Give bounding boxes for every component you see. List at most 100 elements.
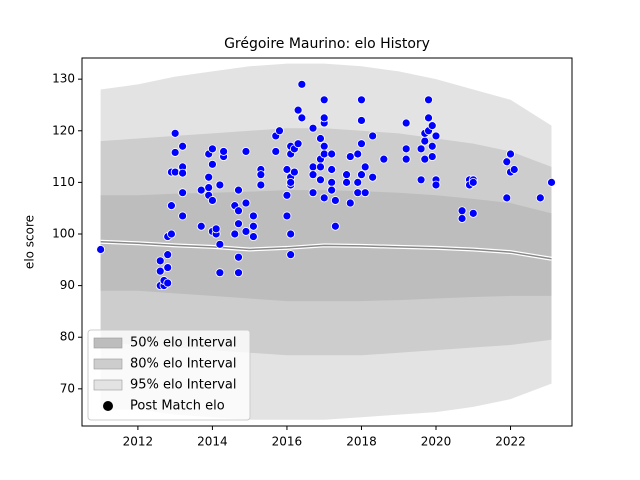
data-point [330, 196, 340, 205]
plot-frame [81, 57, 573, 427]
data-point [427, 152, 437, 161]
data-point [286, 229, 296, 239]
data-point [316, 162, 325, 172]
data-point [204, 172, 214, 182]
data-point [178, 168, 188, 178]
data-point [286, 250, 296, 260]
data-point [509, 165, 519, 174]
data-point [342, 177, 351, 187]
data-point [468, 177, 478, 187]
data-point [345, 152, 355, 161]
legend-marker [103, 401, 113, 411]
data-point [431, 131, 441, 141]
data-point [256, 180, 266, 190]
data-point [178, 188, 188, 198]
data-point [357, 139, 366, 149]
data-point [357, 95, 366, 105]
data-point [297, 79, 307, 89]
data-point [502, 193, 512, 203]
data-point [208, 159, 217, 169]
data-point [234, 268, 243, 278]
data-point [502, 157, 512, 167]
data-point [219, 147, 228, 156]
mean-line [100, 240, 552, 260]
data-point [319, 149, 329, 159]
data-point [327, 177, 337, 187]
data-point [196, 185, 206, 195]
legend-label: 50% elo Interval [130, 336, 237, 351]
data-point [234, 185, 243, 195]
data-point [319, 141, 329, 151]
y-tick-label: 110 [52, 175, 75, 189]
data-point [327, 165, 337, 174]
data-point [230, 229, 240, 239]
legend-box [87, 329, 251, 421]
data-point [241, 198, 251, 208]
data-point [170, 167, 180, 177]
data-point [342, 170, 351, 180]
data-point [234, 219, 243, 229]
data-point [416, 175, 426, 185]
data-point [327, 149, 337, 159]
y-tick-label: 90 [60, 278, 75, 292]
data-point [319, 113, 329, 123]
data-point [163, 278, 173, 288]
data-point [547, 177, 556, 187]
data-point [319, 193, 329, 203]
data-point [234, 252, 243, 262]
data-point [163, 250, 173, 260]
data-point [431, 180, 441, 190]
data-point [308, 170, 318, 180]
legend-swatch [93, 358, 123, 370]
data-point [163, 263, 173, 272]
data-point [271, 147, 281, 156]
y-tick-label: 80 [60, 330, 75, 344]
data-point [327, 185, 337, 195]
data-point [289, 167, 299, 177]
data-point [215, 239, 225, 249]
data-point [457, 214, 467, 223]
data-point [170, 148, 180, 157]
data-point [241, 227, 251, 236]
data-point [167, 201, 176, 211]
data-point [308, 123, 318, 133]
data-point [297, 113, 307, 123]
x-tick-label: 2012 [123, 435, 154, 449]
data-point [170, 128, 180, 138]
data-point [360, 162, 370, 172]
data-point [401, 118, 411, 128]
data-point [353, 188, 363, 198]
data-point [427, 141, 437, 151]
data-point [155, 256, 165, 266]
data-point [468, 208, 478, 218]
data-point [401, 144, 411, 154]
data-point [249, 232, 258, 241]
data-point [368, 172, 378, 182]
y-tick-label: 70 [60, 381, 75, 395]
data-point [308, 188, 318, 198]
data-point [286, 177, 296, 187]
data-point [204, 183, 214, 192]
y-axis-label: elo score [23, 215, 37, 269]
data-point [249, 221, 258, 231]
x-tick-label: 2018 [346, 435, 377, 449]
legend: 50% elo Interval 80% elo Interval 95% elo … [87, 329, 251, 421]
data-point [353, 149, 363, 159]
data-point [424, 95, 433, 105]
data-point [178, 211, 188, 221]
data-point [308, 162, 318, 172]
data-point [275, 126, 284, 136]
data-point [416, 144, 426, 154]
data-point [316, 134, 325, 143]
data-point [345, 198, 355, 208]
data-point [155, 266, 165, 276]
data-point [424, 113, 433, 123]
data-point [282, 165, 292, 174]
data-point [208, 144, 217, 154]
data-point [357, 116, 366, 125]
data-point [360, 188, 370, 198]
x-tick-label: 2014 [197, 435, 228, 449]
data-point [208, 196, 217, 205]
data-point [215, 180, 225, 190]
